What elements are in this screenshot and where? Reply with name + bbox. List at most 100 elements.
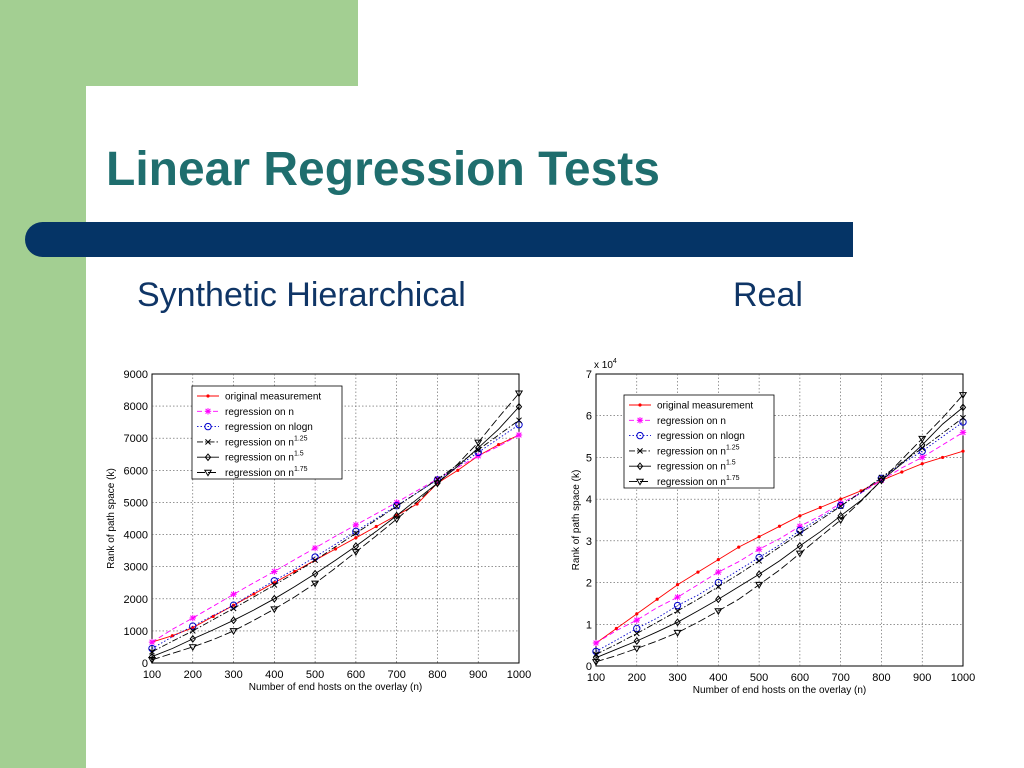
y-axis-label: Rank of path space (k) (571, 470, 582, 571)
star-marker (230, 591, 237, 598)
y-tick-label: 3 (586, 536, 592, 548)
series-line (151, 419, 520, 653)
title-underline-band (25, 222, 853, 257)
circle-marker (270, 577, 279, 585)
green-side-bar (0, 0, 86, 768)
star-marker (592, 639, 600, 647)
diamond-marker (204, 453, 212, 462)
triangle-marker (351, 549, 360, 557)
dot-marker (497, 443, 501, 447)
x-marker (475, 446, 482, 453)
circle-marker (673, 601, 682, 610)
triangle-marker (673, 629, 682, 637)
x-marker (189, 627, 196, 634)
legend-label: regression on n1.5 (657, 460, 736, 473)
circle-marker (636, 431, 644, 440)
y-tick-label: 4 (586, 494, 592, 506)
triangle-marker (632, 645, 641, 653)
dot-marker (961, 449, 965, 453)
star-marker (189, 614, 196, 622)
dot-marker (638, 403, 642, 407)
chart-2: 100 200 300 400 500 600 700 800 900 1000 0 1 2 3 4 5 6 7x… (571, 358, 975, 696)
diamond-marker (515, 402, 523, 411)
diamond-marker (592, 653, 600, 662)
y-tick-label: 2000 (124, 594, 148, 606)
y-tick-label: 6000 (124, 465, 148, 477)
triangle-marker (836, 517, 845, 525)
dot-marker (777, 524, 782, 528)
dot-marker (635, 612, 639, 616)
x-tick-label: 600 (347, 669, 365, 681)
legend-exponent: 1.75 (726, 475, 740, 482)
x-marker (352, 530, 359, 537)
triangle-marker (433, 480, 442, 488)
series-line (595, 432, 964, 644)
triangle-marker (229, 628, 238, 636)
legend-label: regression on n1.75 (657, 475, 740, 488)
circle-marker (204, 422, 212, 431)
x-axis-label: Number of end hosts on the overlay (n) (249, 682, 422, 693)
triangle-marker (918, 435, 927, 443)
star-marker (515, 431, 523, 439)
x-marker (516, 417, 522, 424)
star-marker (837, 500, 844, 507)
legend-label: regression on n1.25 (657, 444, 740, 457)
diamond-marker (715, 595, 722, 604)
star-marker (959, 429, 967, 436)
triangle-marker (877, 477, 886, 485)
x-axis-label: Number of end hosts on the overlay (n) (693, 685, 866, 696)
triangle-marker (795, 550, 804, 558)
star-marker (271, 568, 278, 575)
triangle-marker (188, 644, 197, 652)
legend-exponent: 1.25 (726, 444, 740, 451)
x-tick-label: 400 (265, 669, 283, 681)
triangle-marker (755, 581, 764, 589)
y-tick-label: 7000 (124, 433, 148, 445)
star-marker (715, 568, 722, 576)
dot-marker (206, 394, 210, 398)
dot-marker (456, 468, 460, 472)
chart-1: 100 200 300 400 500 600 700 800 900 1000 0 1000 2000… (106, 369, 531, 693)
legend-box (191, 385, 343, 480)
y-tick-label: 5000 (124, 497, 148, 509)
star-marker (919, 454, 926, 461)
x-marker (271, 582, 278, 588)
legend-exponent: 1.75 (294, 466, 308, 473)
diamond-marker (393, 511, 400, 520)
triangle-marker (714, 608, 723, 616)
x-marker (230, 605, 237, 612)
dot-marker (374, 524, 378, 529)
legend-label: original measurement (225, 392, 321, 403)
dot-marker (211, 614, 215, 619)
x-tick-label: 900 (469, 669, 487, 681)
diamond-marker (837, 511, 844, 520)
dot-marker (675, 583, 680, 587)
triangle-marker (474, 439, 483, 447)
diamond-marker (189, 634, 196, 643)
series-line (151, 406, 520, 658)
x-marker (715, 583, 722, 590)
dot-marker (415, 502, 419, 506)
legend-box (623, 394, 775, 489)
triangle-marker (635, 478, 645, 486)
x-marker (633, 630, 640, 637)
triangle-marker (203, 469, 213, 477)
series-line (151, 434, 520, 643)
x-tick-label: 300 (224, 669, 242, 681)
legend: original measurement regression on n regre… (623, 394, 775, 489)
series-line (595, 417, 964, 655)
x-tick-label: 900 (913, 672, 931, 684)
y-tick-label: 9000 (124, 369, 148, 381)
diamond-marker (919, 440, 926, 449)
x-tick-label: 1000 (951, 672, 975, 684)
legend-label: regression on n1.75 (225, 466, 308, 479)
dot-marker (614, 626, 618, 631)
dot-marker (737, 545, 741, 549)
x-tick-label: 200 (184, 669, 202, 681)
green-top-bar (0, 0, 358, 86)
dot-marker (191, 626, 195, 630)
star-marker (674, 593, 681, 601)
legend-exponent: 1.5 (726, 460, 736, 467)
x-tick-label: 1000 (507, 669, 531, 681)
